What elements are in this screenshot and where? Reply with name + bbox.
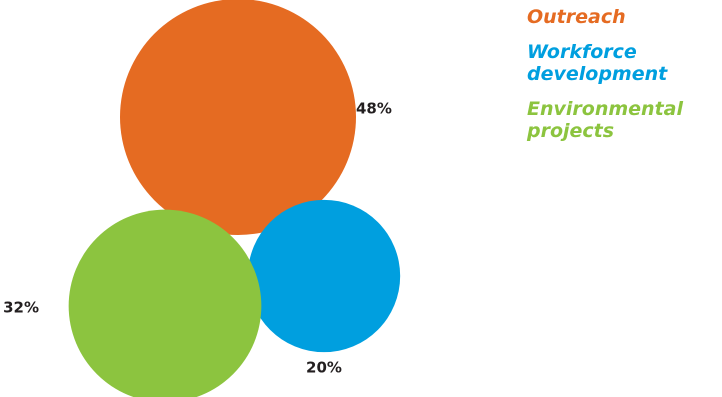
value-label-workforce-development: 20% [306,359,342,377]
legend-item-environmental-projects: Environmental projects [527,98,683,142]
legend-item-outreach: Outreach [527,6,626,28]
bubble-environmental-projects [68,209,262,397]
legend-item-workforce-development: Workforce development [527,41,668,85]
value-label-outreach: 48% [356,100,392,118]
value-label-environmental-projects: 32% [3,299,39,317]
bubble-outreach [120,0,356,235]
legend: Outreach Workforce development Environme… [527,6,717,155]
bubble-workforce-development [247,199,401,353]
